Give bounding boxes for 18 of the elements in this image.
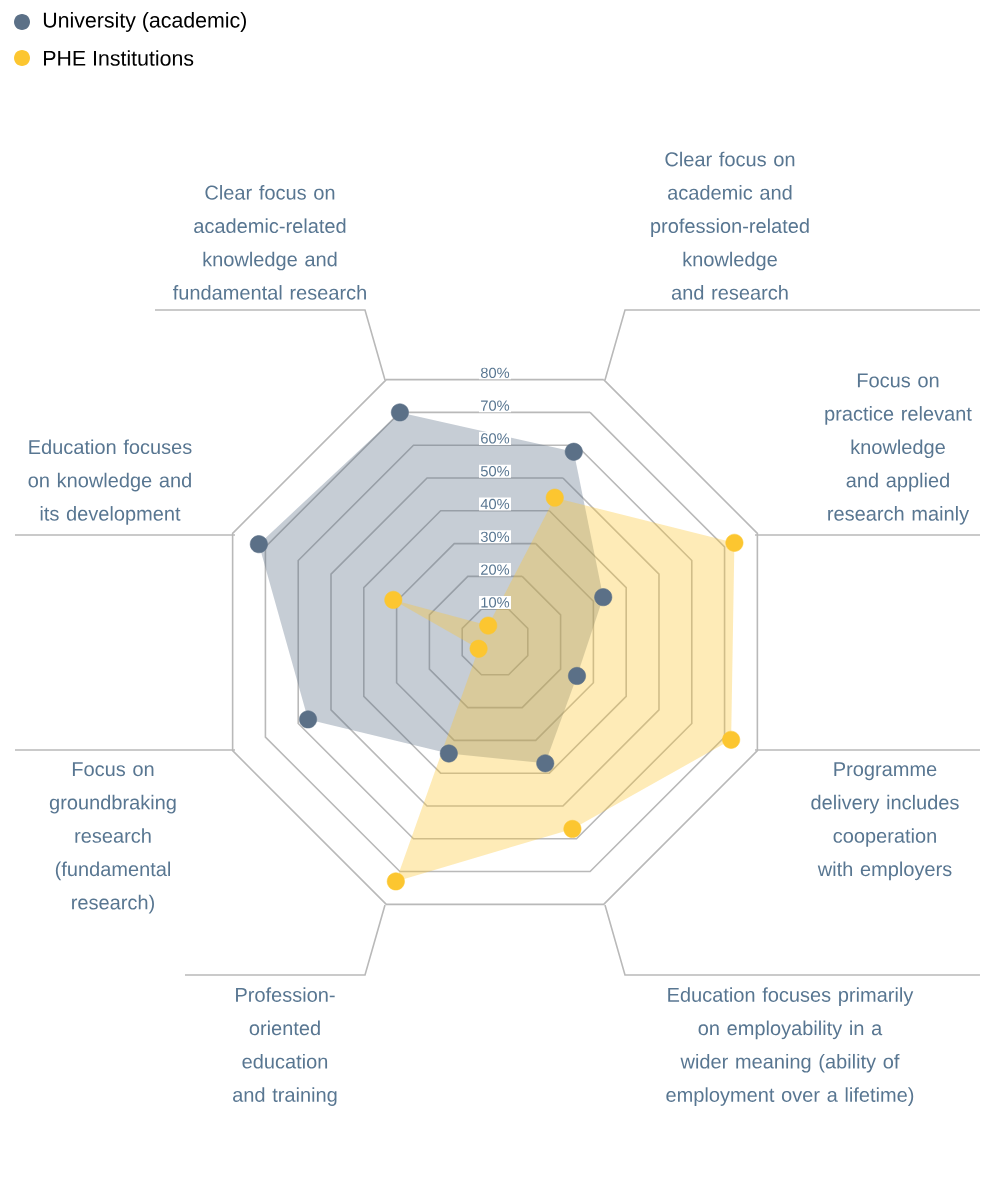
y-tick-label: 30%: [480, 531, 510, 543]
y-tick-label: 10%: [481, 597, 510, 608]
spoke-label: Clear focus on academic-related knowledge and fundamental research: [173, 185, 366, 300]
y-tick-label: 50%: [480, 466, 510, 477]
y-tick-label: 70%: [481, 400, 510, 411]
y-tick-label: 60%: [481, 433, 510, 444]
spoke-label: Focus on groundbraking research (fundamental research): [49, 762, 176, 914]
y-tick-label: 80%: [480, 367, 510, 379]
spoke-label: Profession-oriented education and training: [233, 987, 337, 1106]
y-tick-label: 40%: [480, 498, 510, 510]
legend-label: PHE Institutions: [44, 50, 194, 66]
legend-label: University (academic): [43, 12, 246, 32]
spoke-label: Focus on practice relevant knowledge and applied research mainly: [825, 373, 972, 525]
spoke-label: Clear focus on academic and profession-related knowledge and research: [651, 151, 809, 300]
y-tick-label: 20%: [481, 564, 510, 575]
spoke-label: Education focuses on knowledge and its development: [28, 439, 192, 525]
spoke-label: Education focuses primarily on employability in a wider meaning (ability of employment over a lifetime): [666, 987, 914, 1106]
spoke-label: Programme delivery includes cooperation with employers: [811, 762, 959, 881]
